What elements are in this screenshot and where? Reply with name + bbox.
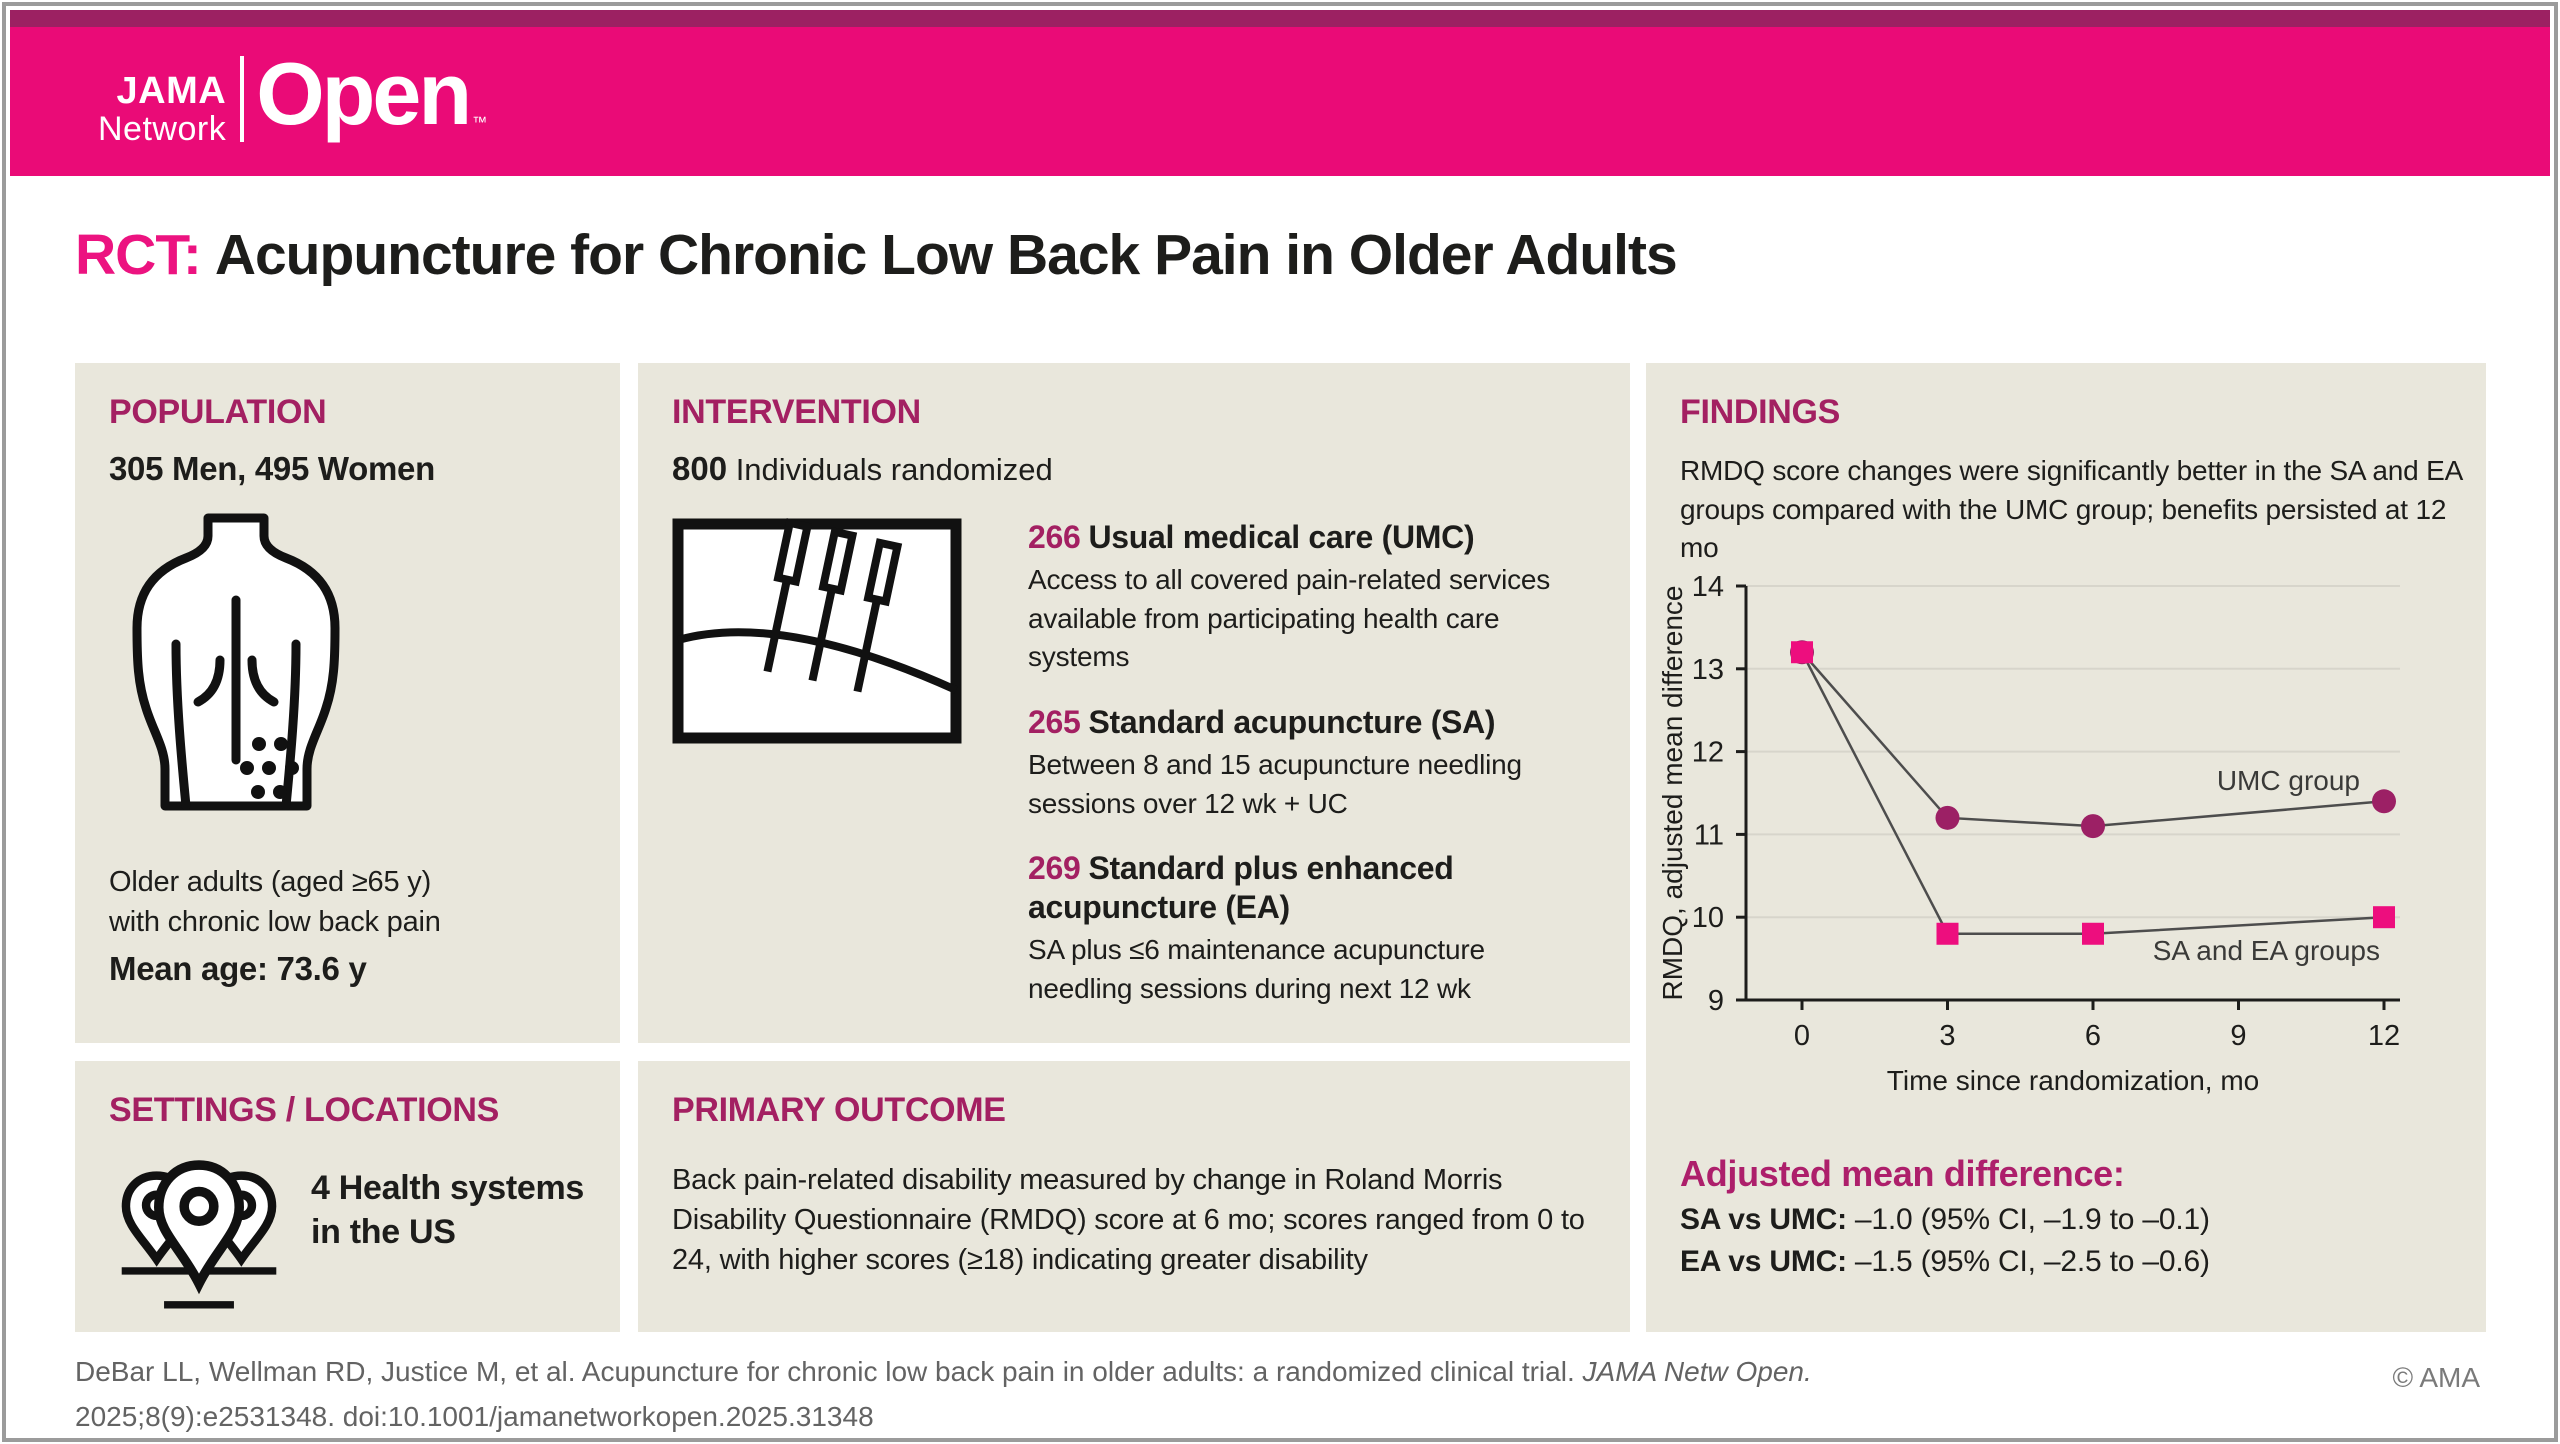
copyright-notice: © AMA: [2392, 1362, 2480, 1393]
svg-text:3: 3: [1939, 1020, 1955, 1052]
primary-outcome-panel: PRIMARY OUTCOME Back pain-related disabi…: [638, 1061, 1630, 1332]
findings-heading: FINDINGS: [1680, 393, 1841, 431]
group-sa: 265 Standard acupuncture (SA) Between 8 a…: [1028, 703, 1588, 823]
svg-text:RMDQ, adjusted mean difference: RMDQ, adjusted mean difference: [1657, 585, 1688, 1000]
logo-jama-text: JAMA: [116, 70, 227, 112]
comparison-ea-umc-value: –1.5 (95% CI, –2.5 to –0.6): [1854, 1245, 2210, 1278]
mean-age: Mean age: 73.6 y: [109, 950, 367, 988]
comparison-sa-umc-value: –1.0 (95% CI, –1.9 to –0.1): [1854, 1203, 2210, 1236]
group-ea-label: Standard plus enhanced acupuncture (EA): [1028, 850, 1454, 926]
svg-text:13: 13: [1692, 654, 1724, 686]
group-sa-label: Standard acupuncture (SA): [1088, 703, 1496, 740]
comparison-ea-umc: EA vs UMC: –1.5 (95% CI, –2.5 to –0.6): [1680, 1245, 2460, 1279]
citation: DeBar LL, Wellman RD, Justice M, et al. …: [75, 1350, 1935, 1440]
population-panel: POPULATION 305 Men, 495 Women Older adul…: [75, 363, 620, 1043]
citation-text: DeBar LL, Wellman RD, Justice M, et al. …: [75, 1356, 1583, 1387]
svg-text:0: 0: [1794, 1020, 1810, 1052]
group-ea: 269 Standard plus enhanced acupuncture (E…: [1028, 849, 1588, 1008]
population-subtitle: 305 Men, 495 Women: [109, 450, 435, 487]
group-umc-name: 266 Usual medical care (UMC): [1028, 518, 1588, 557]
trademark-symbol: ™: [472, 114, 488, 131]
randomized-count-line: 800 Individuals randomized: [672, 450, 1596, 488]
svg-text:SA and EA groups: SA and EA groups: [2153, 935, 2380, 966]
group-sa-description: Between 8 and 15 acupuncture needling se…: [1028, 748, 1522, 819]
adjusted-heading: Adjusted mean difference:: [1680, 1153, 2125, 1194]
svg-text:11: 11: [1694, 819, 1724, 851]
back-pain-icon: [111, 512, 361, 812]
group-umc: 266 Usual medical care (UMC) Access to al…: [1028, 518, 1588, 677]
svg-text:12: 12: [2368, 1020, 2400, 1052]
svg-text:UMC group: UMC group: [2217, 765, 2360, 796]
title-prefix: RCT:: [75, 223, 202, 287]
acupuncture-needles-icon: [672, 518, 962, 744]
population-heading: POPULATION: [109, 393, 327, 431]
settings-panel: SETTINGS / LOCATIONS 4 Health systems in…: [75, 1061, 620, 1332]
svg-text:Time since randomization, mo: Time since randomization, mo: [1887, 1065, 2259, 1096]
jama-network-open-logo: JAMA Network Open ™: [98, 50, 487, 146]
svg-text:6: 6: [2085, 1020, 2101, 1052]
intervention-groups: 266 Usual medical care (UMC) Access to al…: [1028, 518, 1588, 1035]
settings-text-line1: 4 Health systems: [311, 1169, 585, 1207]
group-umc-label: Usual medical care (UMC): [1088, 519, 1475, 555]
svg-text:10: 10: [1692, 902, 1724, 934]
svg-text:14: 14: [1692, 573, 1724, 603]
population-description-line1: Older adults (aged ≥65 y): [109, 866, 432, 898]
citation-journal: JAMA Netw Open.: [1582, 1356, 1812, 1387]
settings-heading: SETTINGS / LOCATIONS: [109, 1091, 500, 1129]
page-title: RCT: Acupuncture for Chronic Low Back Pai…: [75, 222, 1678, 288]
group-ea-description: SA plus ≤6 maintenance acupuncture needl…: [1028, 934, 1485, 1004]
comparison-sa-umc: SA vs UMC: –1.0 (95% CI, –1.9 to –0.1): [1680, 1203, 2460, 1237]
intervention-heading: INTERVENTION: [672, 393, 921, 431]
randomized-count-label: Individuals randomized: [735, 452, 1053, 487]
randomized-count: 800: [672, 450, 728, 487]
comparison-ea-umc-label: EA vs UMC:: [1680, 1245, 1847, 1278]
group-umc-count: 266: [1028, 519, 1081, 555]
logo-divider: [240, 56, 245, 142]
primary-outcome-description: Back pain-related disability measured by…: [672, 1164, 1585, 1277]
population-description-line2: with chronic low back pain: [109, 906, 441, 939]
svg-text:12: 12: [1692, 737, 1724, 769]
findings-summary: RMDQ score changes were significantly be…: [1680, 455, 2462, 564]
svg-text:9: 9: [1708, 985, 1724, 1017]
banner-top-strip: [10, 10, 2550, 27]
settings-text-line2: in the US: [311, 1213, 456, 1252]
group-sa-count: 265: [1028, 703, 1081, 740]
group-umc-description: Access to all covered pain-related servi…: [1028, 564, 1551, 673]
jama-network-wordmark: JAMA Network: [98, 72, 226, 146]
title-text: Acupuncture for Chronic Low Back Pain in…: [214, 223, 1678, 287]
population-description: Older adults (aged ≥65 y) with chronic l…: [109, 862, 586, 942]
group-ea-name: 269 Standard plus enhanced acupuncture (E…: [1028, 849, 1588, 927]
intervention-panel: INTERVENTION 800 Individuals randomized: [638, 363, 1630, 1043]
svg-text:9: 9: [2230, 1020, 2246, 1052]
group-sa-name: 265 Standard acupuncture (SA): [1028, 703, 1588, 742]
citation-line2: 2025;8(9):e2531348. doi:10.1001/jamanetw…: [75, 1400, 874, 1432]
group-ea-count: 269: [1028, 850, 1081, 887]
adjusted-mean-difference: Adjusted mean difference: SA vs UMC: –1.0…: [1680, 1153, 2460, 1279]
map-pins-icon: [109, 1156, 289, 1316]
logo-network-text: Network: [98, 110, 227, 148]
findings-chart: 9 10 11 12 13 14 0 3 6 9 12 Time since randomizatio…: [1657, 573, 2400, 1096]
jama-banner: JAMA Network Open ™: [10, 10, 2550, 176]
logo-open-text: Open: [256, 44, 472, 143]
comparison-sa-umc-label: SA vs UMC:: [1680, 1203, 1847, 1236]
primary-outcome-heading: PRIMARY OUTCOME: [672, 1091, 1006, 1129]
findings-panel: FINDINGS RMDQ score changes were signifi…: [1646, 363, 2486, 1332]
settings-text: 4 Health systems in the US: [311, 1166, 584, 1254]
